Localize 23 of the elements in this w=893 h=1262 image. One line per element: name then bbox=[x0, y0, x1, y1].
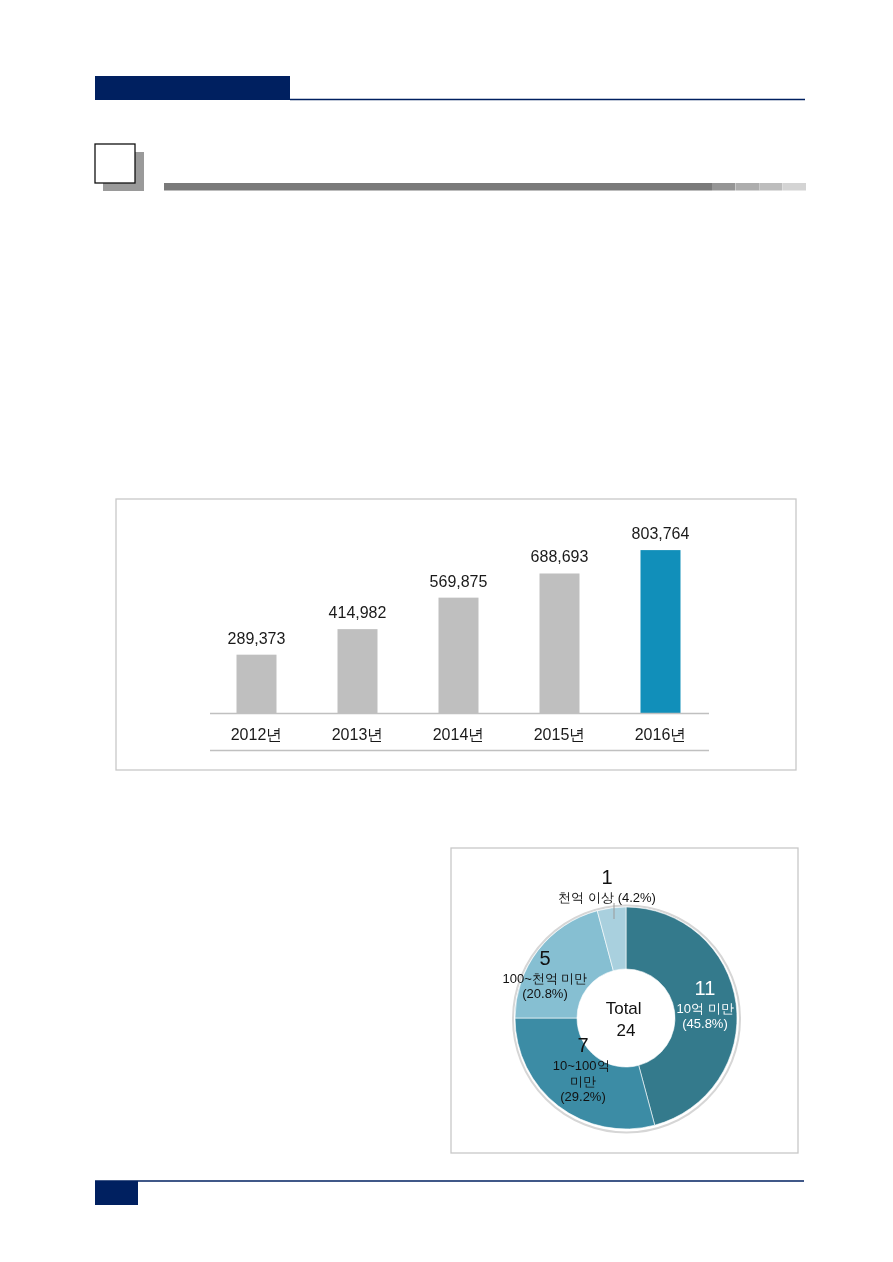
text: Total 24 bbox=[605, 999, 647, 1040]
text: (20.8%) bbox=[522, 986, 568, 1001]
slice-label: 천억 이상 bbox=[558, 890, 614, 905]
text: (29.2%) bbox=[560, 1089, 606, 1104]
x-tick-label: 2016년 bbox=[634, 725, 687, 743]
x-tick-label: 2013년 bbox=[331, 725, 384, 743]
data-label: 5 bbox=[539, 947, 551, 969]
data-label: 1 bbox=[601, 866, 613, 888]
text: (45.8%) bbox=[682, 1016, 728, 1031]
x-tick-label: 2015년 bbox=[533, 725, 586, 743]
data-label: 7 bbox=[577, 1034, 589, 1056]
text: (4.2%) bbox=[617, 890, 656, 905]
slice-label: 10억 미만 bbox=[676, 1001, 734, 1016]
data-label: 688,693 bbox=[530, 548, 589, 566]
data-label: 569,875 bbox=[429, 572, 488, 590]
data-label: 414,982 bbox=[328, 604, 387, 622]
bar bbox=[640, 550, 681, 714]
data-label: 289,373 bbox=[227, 629, 286, 647]
x-tick-label: 2012년 bbox=[230, 725, 283, 743]
slice-label: 10~100억 미만 bbox=[552, 1058, 614, 1089]
data-label: 11 bbox=[694, 977, 716, 999]
data-label: 803,764 bbox=[631, 525, 690, 543]
x-tick-label: 2014년 bbox=[432, 725, 485, 743]
